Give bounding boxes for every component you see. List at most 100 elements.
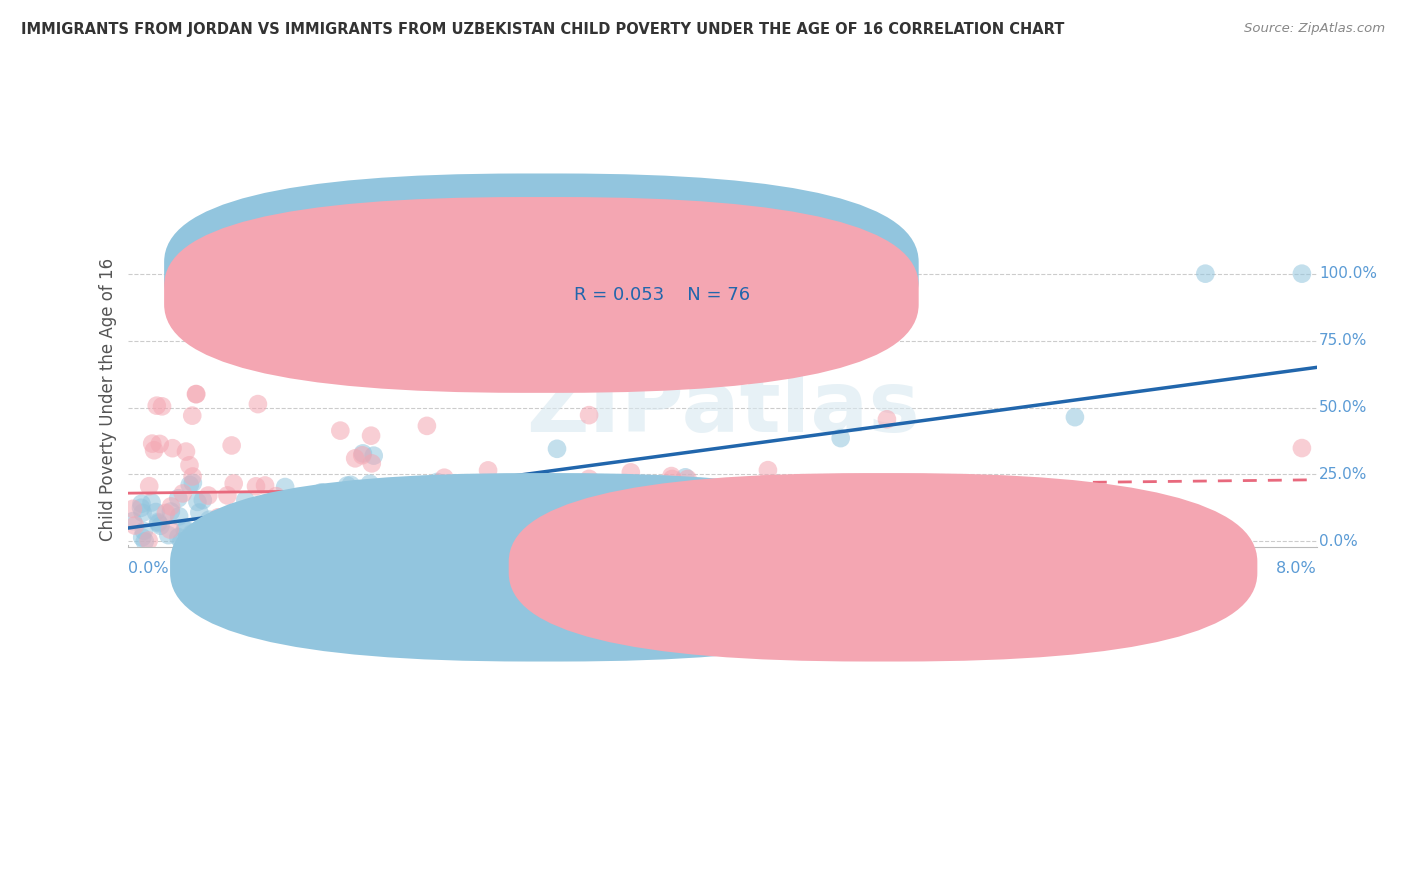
- Point: [243, 531, 266, 545]
- Text: 0.0%: 0.0%: [1319, 533, 1358, 549]
- Point: [534, 474, 557, 488]
- Point: [592, 525, 614, 540]
- Point: [200, 534, 222, 549]
- Text: IMMIGRANTS FROM JORDAN VS IMMIGRANTS FROM UZBEKISTAN CHILD POVERTY UNDER THE AGE: IMMIGRANTS FROM JORDAN VS IMMIGRANTS FRO…: [21, 22, 1064, 37]
- FancyBboxPatch shape: [170, 473, 918, 662]
- Point: [131, 530, 153, 544]
- Point: [336, 478, 359, 492]
- Text: R = 0.053    N = 76: R = 0.053 N = 76: [574, 286, 751, 304]
- FancyBboxPatch shape: [165, 197, 918, 392]
- Point: [426, 475, 449, 489]
- Point: [174, 534, 197, 549]
- Point: [179, 478, 201, 492]
- Point: [134, 534, 156, 549]
- Point: [343, 525, 366, 540]
- Point: [430, 491, 453, 505]
- Point: [429, 482, 451, 496]
- Point: [174, 444, 197, 458]
- Text: 75.0%: 75.0%: [1319, 333, 1368, 348]
- Point: [235, 493, 257, 508]
- Text: Immigrants from Uzbekistan: Immigrants from Uzbekistan: [907, 560, 1135, 574]
- Point: [336, 495, 359, 509]
- Point: [186, 495, 208, 509]
- Point: [578, 408, 600, 422]
- Point: [197, 534, 219, 549]
- Point: [246, 397, 269, 411]
- Point: [149, 518, 172, 533]
- Point: [344, 451, 367, 466]
- Point: [284, 502, 307, 516]
- Point: [138, 533, 160, 548]
- Point: [830, 431, 852, 445]
- Point: [304, 491, 326, 506]
- Point: [186, 387, 208, 401]
- Point: [149, 437, 172, 451]
- Point: [162, 441, 184, 455]
- Point: [222, 476, 245, 491]
- Point: [329, 424, 352, 438]
- Point: [311, 485, 333, 500]
- Point: [747, 492, 769, 507]
- Point: [160, 500, 183, 514]
- Point: [368, 517, 391, 532]
- Point: [138, 479, 160, 493]
- FancyBboxPatch shape: [509, 473, 1257, 662]
- Point: [173, 523, 195, 537]
- Point: [411, 491, 433, 506]
- Point: [198, 513, 221, 527]
- Point: [352, 448, 374, 462]
- Point: [254, 478, 277, 492]
- Point: [181, 469, 204, 483]
- Point: [304, 533, 326, 547]
- Text: R = 0.644    N = 67: R = 0.644 N = 67: [574, 262, 751, 280]
- Point: [184, 387, 207, 401]
- Point: [267, 531, 290, 545]
- Text: 8.0%: 8.0%: [1277, 561, 1317, 576]
- Point: [1291, 441, 1313, 455]
- Point: [197, 489, 219, 503]
- Point: [676, 472, 699, 486]
- Point: [218, 534, 240, 549]
- Point: [285, 491, 308, 506]
- Point: [416, 418, 439, 433]
- Point: [131, 497, 153, 511]
- Point: [1064, 410, 1087, 425]
- Y-axis label: Child Poverty Under the Age of 16: Child Poverty Under the Age of 16: [100, 258, 117, 541]
- Point: [337, 500, 360, 514]
- Point: [363, 449, 385, 463]
- Point: [187, 534, 209, 549]
- Point: [540, 512, 562, 526]
- Point: [122, 501, 145, 516]
- Point: [360, 428, 382, 442]
- Point: [371, 496, 394, 510]
- Point: [620, 466, 643, 480]
- Point: [433, 471, 456, 485]
- Point: [129, 500, 152, 515]
- Point: [344, 492, 367, 507]
- Point: [239, 534, 262, 549]
- Point: [270, 534, 292, 549]
- Point: [141, 495, 163, 509]
- Point: [482, 513, 505, 527]
- Point: [145, 399, 167, 413]
- Point: [1194, 267, 1216, 281]
- Point: [181, 409, 204, 423]
- Point: [167, 530, 190, 544]
- Point: [188, 506, 211, 520]
- Point: [174, 523, 197, 537]
- Point: [274, 480, 297, 494]
- Point: [661, 472, 683, 486]
- Text: 25.0%: 25.0%: [1319, 467, 1368, 482]
- Point: [350, 503, 373, 517]
- Point: [179, 458, 201, 473]
- FancyBboxPatch shape: [165, 173, 918, 369]
- Point: [492, 495, 515, 509]
- Point: [191, 534, 214, 549]
- Point: [207, 510, 229, 524]
- Point: [543, 475, 565, 490]
- Point: [311, 506, 333, 520]
- Point: [359, 476, 381, 491]
- Point: [477, 463, 499, 477]
- Point: [131, 506, 153, 520]
- Text: ZIPatlas: ZIPatlas: [526, 367, 920, 450]
